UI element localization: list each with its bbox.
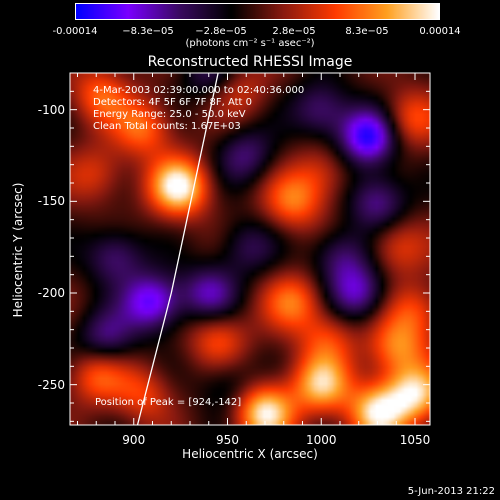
x-ticks	[77, 73, 416, 425]
y-tick-label: -100	[37, 102, 65, 117]
solar-limb-line	[136, 72, 219, 426]
time-range-label: 4-Mar-2003 02:39:00.000 to 02:40:36.000	[93, 85, 305, 96]
colorbar	[75, 3, 440, 20]
observation-info: 4-Mar-2003 02:39:00.000 to 02:40:36.000 …	[93, 85, 304, 133]
y-tick-label: -200	[37, 286, 65, 300]
x-tick-label: 1050	[399, 433, 431, 447]
x-tick-label: 900	[122, 433, 146, 447]
x-tick-label: 1000	[305, 433, 337, 447]
clean-counts-label: Clean Total counts: 1.67E+03	[93, 121, 241, 132]
chart-title: Reconstructed RHESSI Image	[147, 54, 353, 70]
peak-position-label: Position of Peak = [924,-142]	[95, 397, 242, 408]
detectors-label: Detectors: 4F 5F 6F 7F 8F, Att 0	[93, 97, 253, 108]
energy-range-label: Energy Range: 25.0 - 50.0 keV	[93, 109, 246, 120]
colorbar-tick-label: -0.00014	[52, 26, 98, 37]
colorbar-tick-label: 0.00014	[419, 26, 461, 37]
colorbar-units: (photons cm⁻² s⁻¹ asec⁻²)	[185, 38, 315, 49]
colorbar-tick-label: −8.3e−05	[122, 26, 174, 37]
y-tick-label: -150	[37, 194, 65, 209]
plot-frame	[69, 72, 431, 426]
y-axis-label: Heliocentric Y (arcsec)	[11, 182, 25, 318]
colorbar-tick-label: −2.8e−05	[195, 26, 247, 37]
x-tick-label: 950	[216, 433, 239, 447]
heatmap-image	[70, 73, 430, 425]
timestamp: 5-Jun-2013 21:22	[407, 486, 495, 497]
y-tick-label: -250	[37, 377, 65, 392]
colorbar-tick-label: 8.3e−05	[345, 26, 389, 37]
y-ticks	[70, 72, 430, 422]
x-axis-label: Heliocentric X (arcsec)	[182, 447, 318, 461]
colorbar-tick-label: 2.8e−05	[272, 26, 316, 37]
